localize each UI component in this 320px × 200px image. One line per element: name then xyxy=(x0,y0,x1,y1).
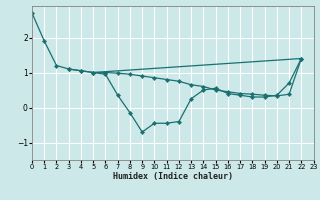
X-axis label: Humidex (Indice chaleur): Humidex (Indice chaleur) xyxy=(113,172,233,181)
